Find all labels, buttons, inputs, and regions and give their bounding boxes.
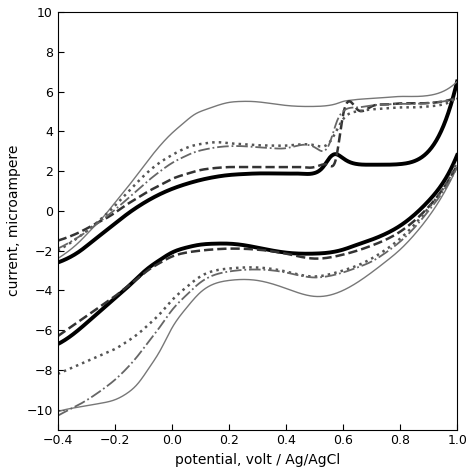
- X-axis label: potential, volt / Ag/AgCl: potential, volt / Ag/AgCl: [175, 453, 340, 467]
- Y-axis label: current, microampere: current, microampere: [7, 145, 21, 296]
